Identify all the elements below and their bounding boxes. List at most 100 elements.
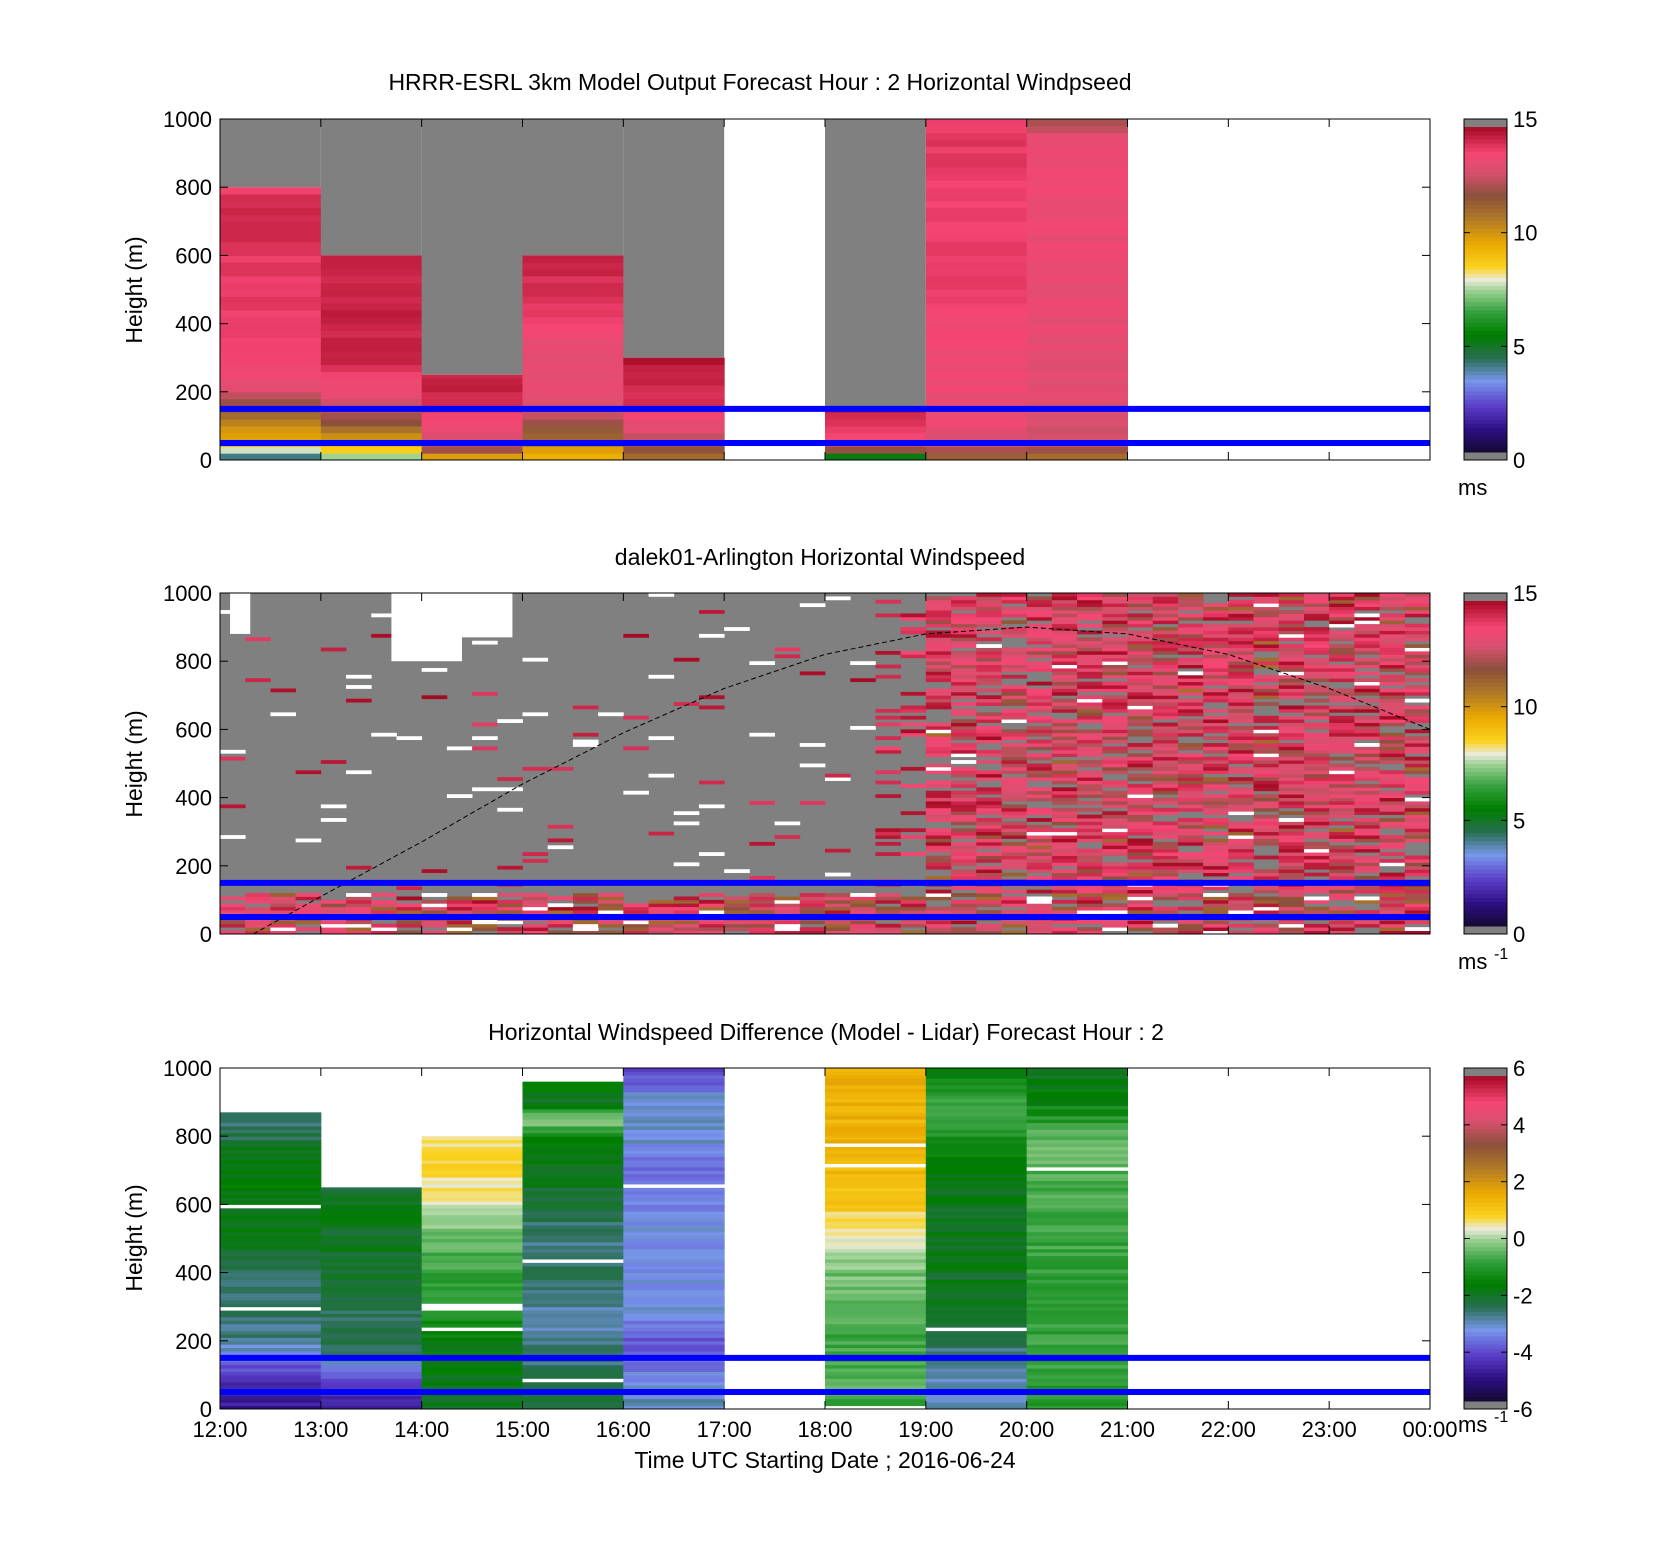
heatmap-cell — [220, 1238, 322, 1243]
heatmap-cell — [1253, 930, 1280, 935]
heatmap-cell — [1203, 746, 1229, 751]
heatmap-cell — [1228, 661, 1254, 666]
heatmap-cell — [1026, 725, 1053, 730]
heatmap-cell — [1379, 920, 1406, 925]
heatmap-cell — [522, 1129, 624, 1134]
heatmap-cell — [522, 923, 549, 928]
heatmap-cell — [421, 1139, 523, 1144]
heatmap-cell — [421, 1224, 523, 1229]
heatmap-cell — [421, 1368, 523, 1372]
heatmap-cell — [1026, 1197, 1128, 1202]
heatmap-cell — [623, 398, 725, 406]
heatmap-cell — [220, 1235, 322, 1239]
heatmap-cell — [547, 903, 574, 908]
heatmap-cell — [1152, 801, 1179, 805]
heatmap-cell — [1379, 705, 1406, 710]
colorbar-swatch — [1464, 1295, 1507, 1300]
heatmap-cell — [295, 903, 322, 908]
heatmap-cell — [220, 1177, 322, 1182]
heatmap-cell — [925, 1279, 1028, 1284]
heatmap-cell — [1404, 910, 1431, 914]
heatmap-cell — [875, 708, 902, 713]
heatmap-cell — [698, 852, 725, 856]
heatmap-cell — [1253, 766, 1280, 771]
heatmap-cell — [1026, 1180, 1128, 1185]
heatmap-cell — [1026, 739, 1053, 744]
heatmap-cell — [1026, 1347, 1128, 1352]
heatmap-cell — [1026, 770, 1053, 775]
heatmap-cell — [1354, 647, 1380, 652]
heatmap-cell — [1026, 896, 1053, 901]
heatmap-cell — [220, 1347, 322, 1352]
heatmap-cell — [925, 228, 1028, 236]
heatmap-cell — [1102, 674, 1128, 679]
heatmap-cell — [220, 1207, 322, 1212]
heatmap-cell — [346, 920, 372, 925]
heatmap-cell — [1177, 708, 1204, 713]
colorbar-swatch — [1464, 285, 1507, 290]
heatmap-cell — [1077, 876, 1103, 880]
heatmap-cell — [1127, 756, 1154, 761]
heatmap-cell — [925, 1129, 1028, 1134]
heatmap-cell — [1152, 749, 1179, 754]
colorbar-swatch — [1464, 338, 1507, 343]
colorbar-tick-label: 2 — [1513, 1170, 1525, 1195]
heatmap-cell — [522, 309, 624, 318]
colorbar-swatch — [1464, 1124, 1507, 1130]
colorbar-swatch — [1464, 1384, 1507, 1390]
heatmap-cell — [1329, 708, 1355, 713]
heatmap-cell — [1077, 739, 1103, 744]
heatmap-cell — [1026, 627, 1053, 631]
heatmap-cell — [1102, 804, 1128, 809]
heatmap-cell — [1077, 613, 1103, 618]
heatmap-cell — [1177, 893, 1204, 897]
heatmap-cell — [1152, 797, 1179, 802]
heatmap-cell — [925, 1190, 1028, 1195]
heatmap-cell — [623, 633, 649, 638]
heatmap-cell — [1203, 722, 1229, 727]
heatmap-cell — [1026, 1085, 1128, 1089]
heatmap-cell — [925, 640, 952, 645]
heatmap-cell — [951, 927, 977, 931]
heatmap-cell — [1026, 838, 1053, 843]
heatmap-cell — [900, 616, 927, 621]
heatmap-cell — [1303, 777, 1330, 781]
heatmap-cell — [1077, 637, 1103, 642]
heatmap-cell — [1177, 821, 1204, 826]
heatmap-cell — [320, 1218, 423, 1222]
heatmap-cell — [1253, 927, 1280, 931]
heatmap-cell — [1077, 688, 1103, 693]
heatmap-cell — [1026, 869, 1053, 874]
heatmap-cell — [1026, 234, 1128, 243]
heatmap-cell — [1253, 603, 1280, 608]
heatmap-cell — [623, 790, 649, 795]
heatmap-cell — [1303, 896, 1330, 901]
heatmap-cell — [320, 899, 347, 904]
heatmap-cell — [623, 1378, 725, 1383]
heatmap-cell — [925, 378, 1028, 386]
heatmap-cell — [1354, 698, 1380, 703]
heatmap-cell — [900, 766, 927, 771]
heatmap-cell — [1026, 746, 1053, 751]
heatmap-cell — [1303, 630, 1330, 635]
heatmap-cell — [951, 760, 977, 764]
heatmap-cell — [951, 821, 977, 826]
heatmap-cell — [522, 1224, 624, 1229]
colorbar-cap — [1464, 452, 1507, 460]
heatmap-cell — [951, 732, 977, 737]
heatmap-cell — [522, 391, 624, 400]
heatmap-cell — [1329, 923, 1355, 928]
heatmap-cell — [825, 1299, 927, 1304]
heatmap-cell — [623, 927, 649, 931]
heatmap-cell — [1228, 804, 1254, 809]
heatmap-cell — [825, 1320, 927, 1325]
heatmap-cell — [1177, 743, 1204, 747]
heatmap-cell — [220, 269, 322, 277]
heatmap-cell — [925, 633, 952, 638]
heatmap-cell — [925, 1119, 1028, 1124]
heatmap-cell — [1354, 807, 1380, 812]
heatmap-cell — [1253, 876, 1280, 880]
heatmap-cell — [220, 398, 322, 406]
heatmap-cell — [245, 927, 271, 931]
heatmap-cell — [1354, 664, 1380, 669]
